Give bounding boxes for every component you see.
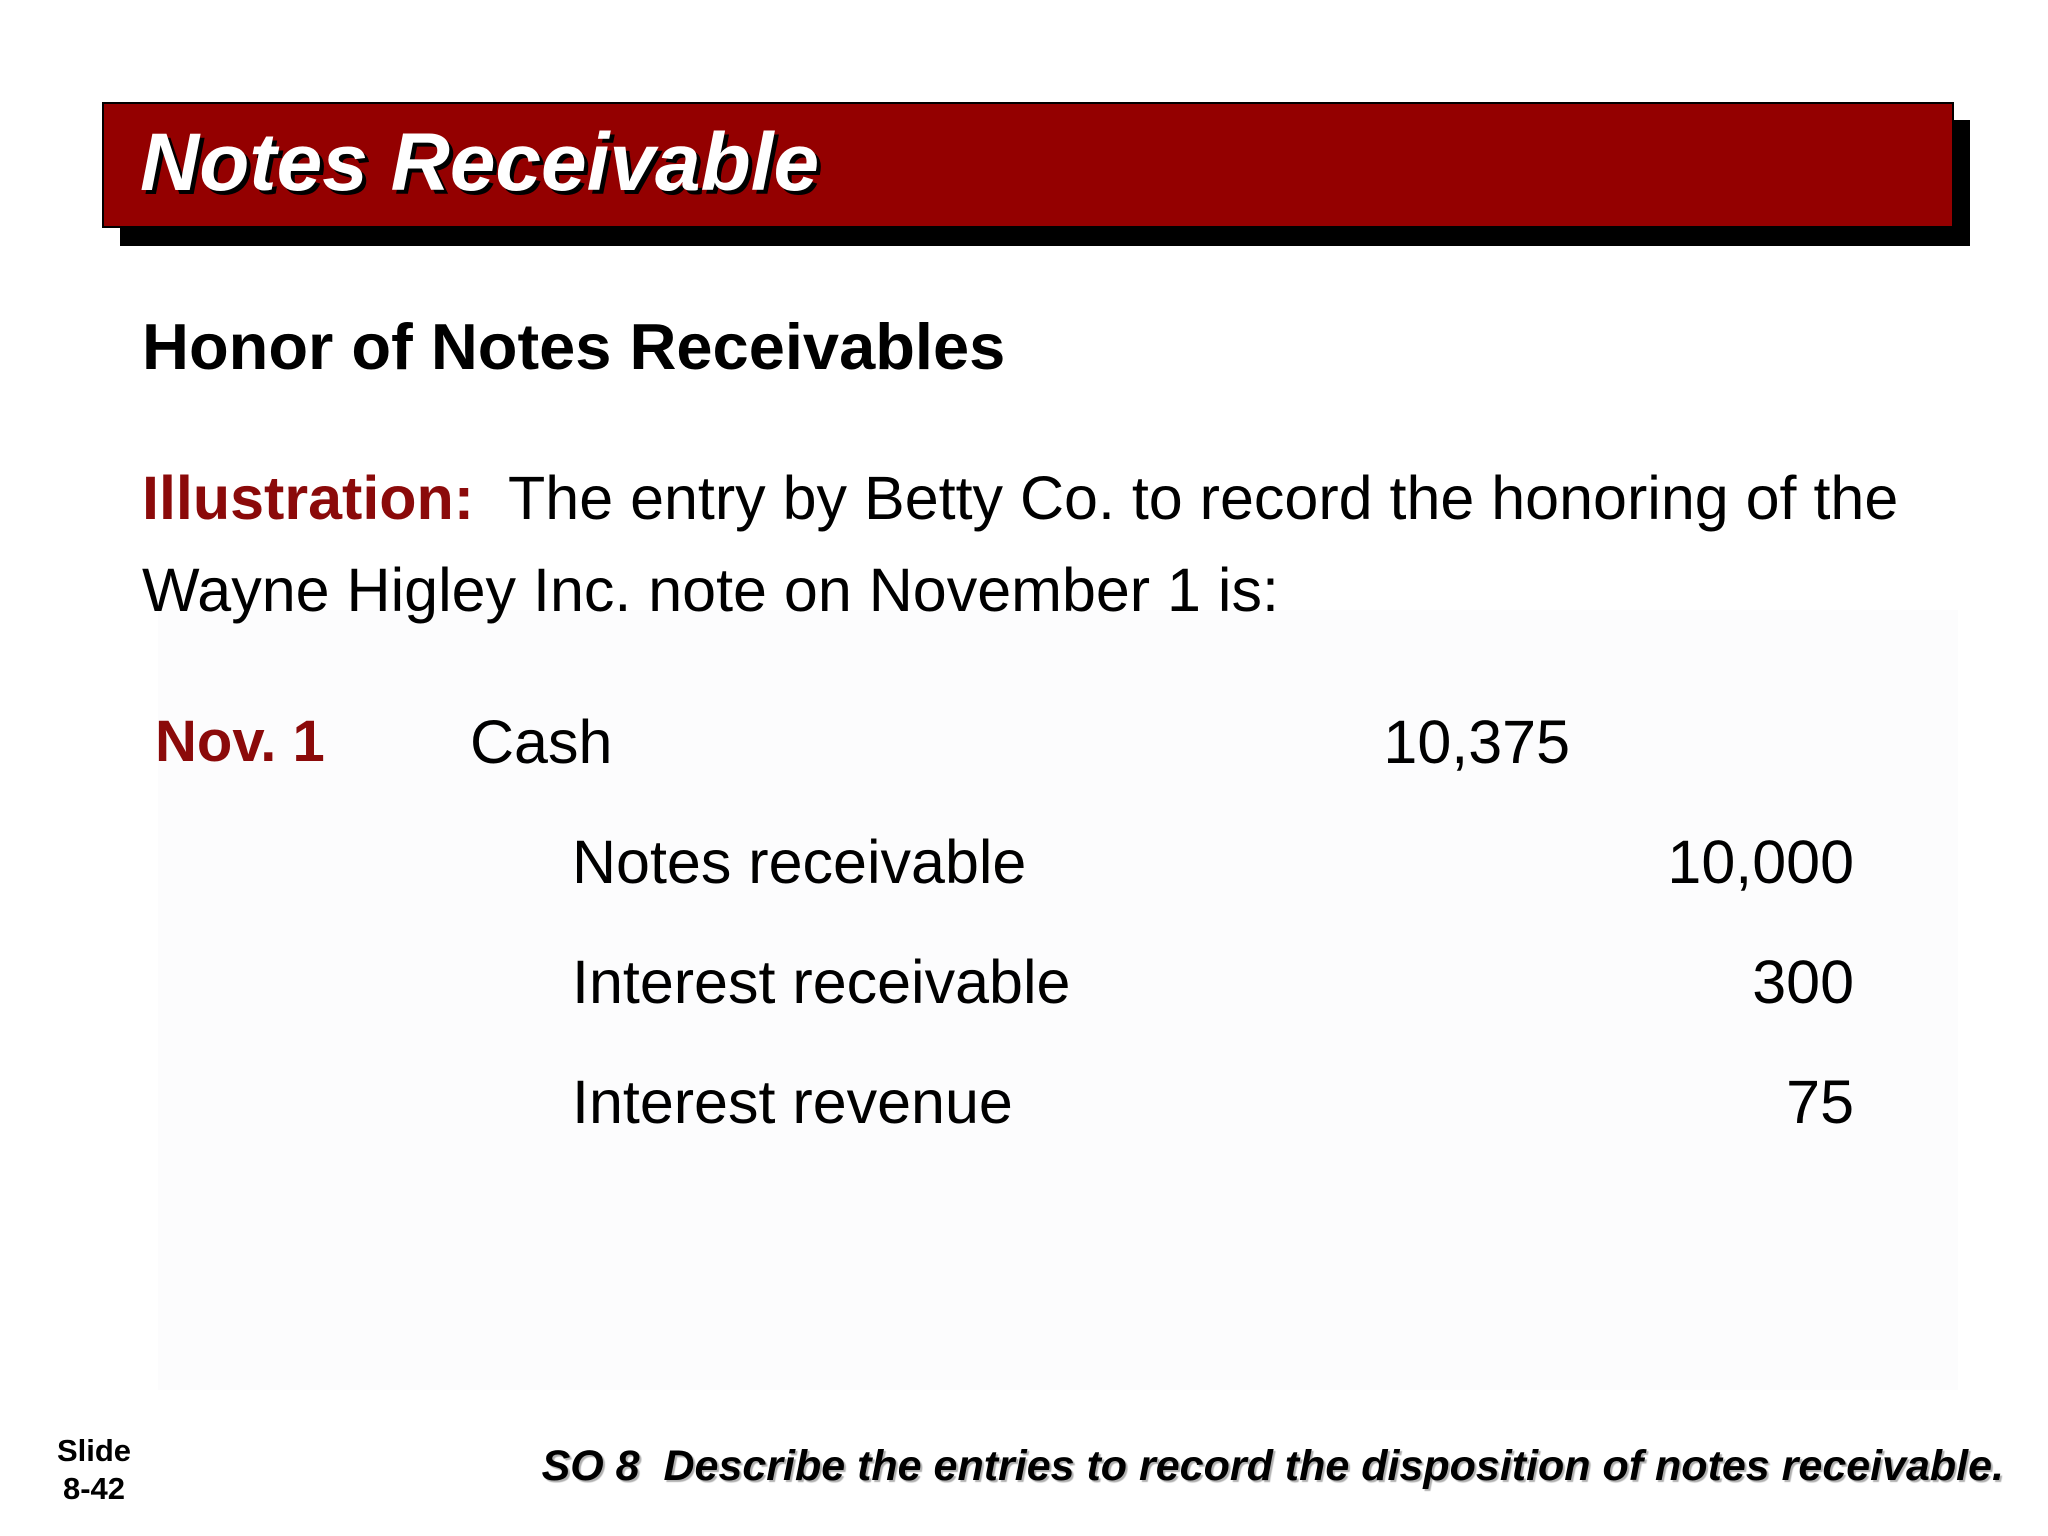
slide-number: Slide 8-42	[40, 1432, 148, 1508]
study-objective: SO 8 Describe the entries to record the …	[541, 1442, 2004, 1490]
slide-number-value: 8-42	[62, 1471, 126, 1506]
illustration-label: Illustration:	[142, 464, 475, 532]
section-subtitle: Honor of Notes Receivables	[142, 310, 1006, 383]
illustration-text-1: The entry by Betty Co. to record the hon…	[508, 464, 1899, 532]
debit-amount-cash: 10,375	[1383, 708, 1570, 776]
page-title: Notes Receivable	[140, 117, 820, 208]
title-bar: Notes Receivable	[102, 102, 1954, 228]
credit-account-notes-receivable: Notes receivable	[572, 828, 1027, 896]
credit-amount-notes-receivable: 10,000	[1667, 828, 1854, 896]
credit-account-interest-receivable: Interest receivable	[572, 948, 1071, 1016]
entry-date: Nov. 1	[155, 709, 325, 774]
credit-amount-interest-revenue: 75	[1786, 1068, 1854, 1136]
debit-account-cash: Cash	[470, 708, 613, 776]
credit-amount-interest-receivable: 300	[1752, 948, 1854, 1016]
credit-account-interest-revenue: Interest revenue	[572, 1068, 1013, 1136]
content-background	[158, 610, 1958, 1390]
illustration-paragraph: Illustration: The entry by Betty Co. to …	[142, 452, 1972, 636]
illustration-line-2: Wayne Higley Inc. note on November 1 is:	[142, 556, 1279, 624]
illustration-line-1: Illustration: The entry by Betty Co. to …	[142, 452, 1972, 544]
slide-label: Slide	[56, 1433, 132, 1468]
